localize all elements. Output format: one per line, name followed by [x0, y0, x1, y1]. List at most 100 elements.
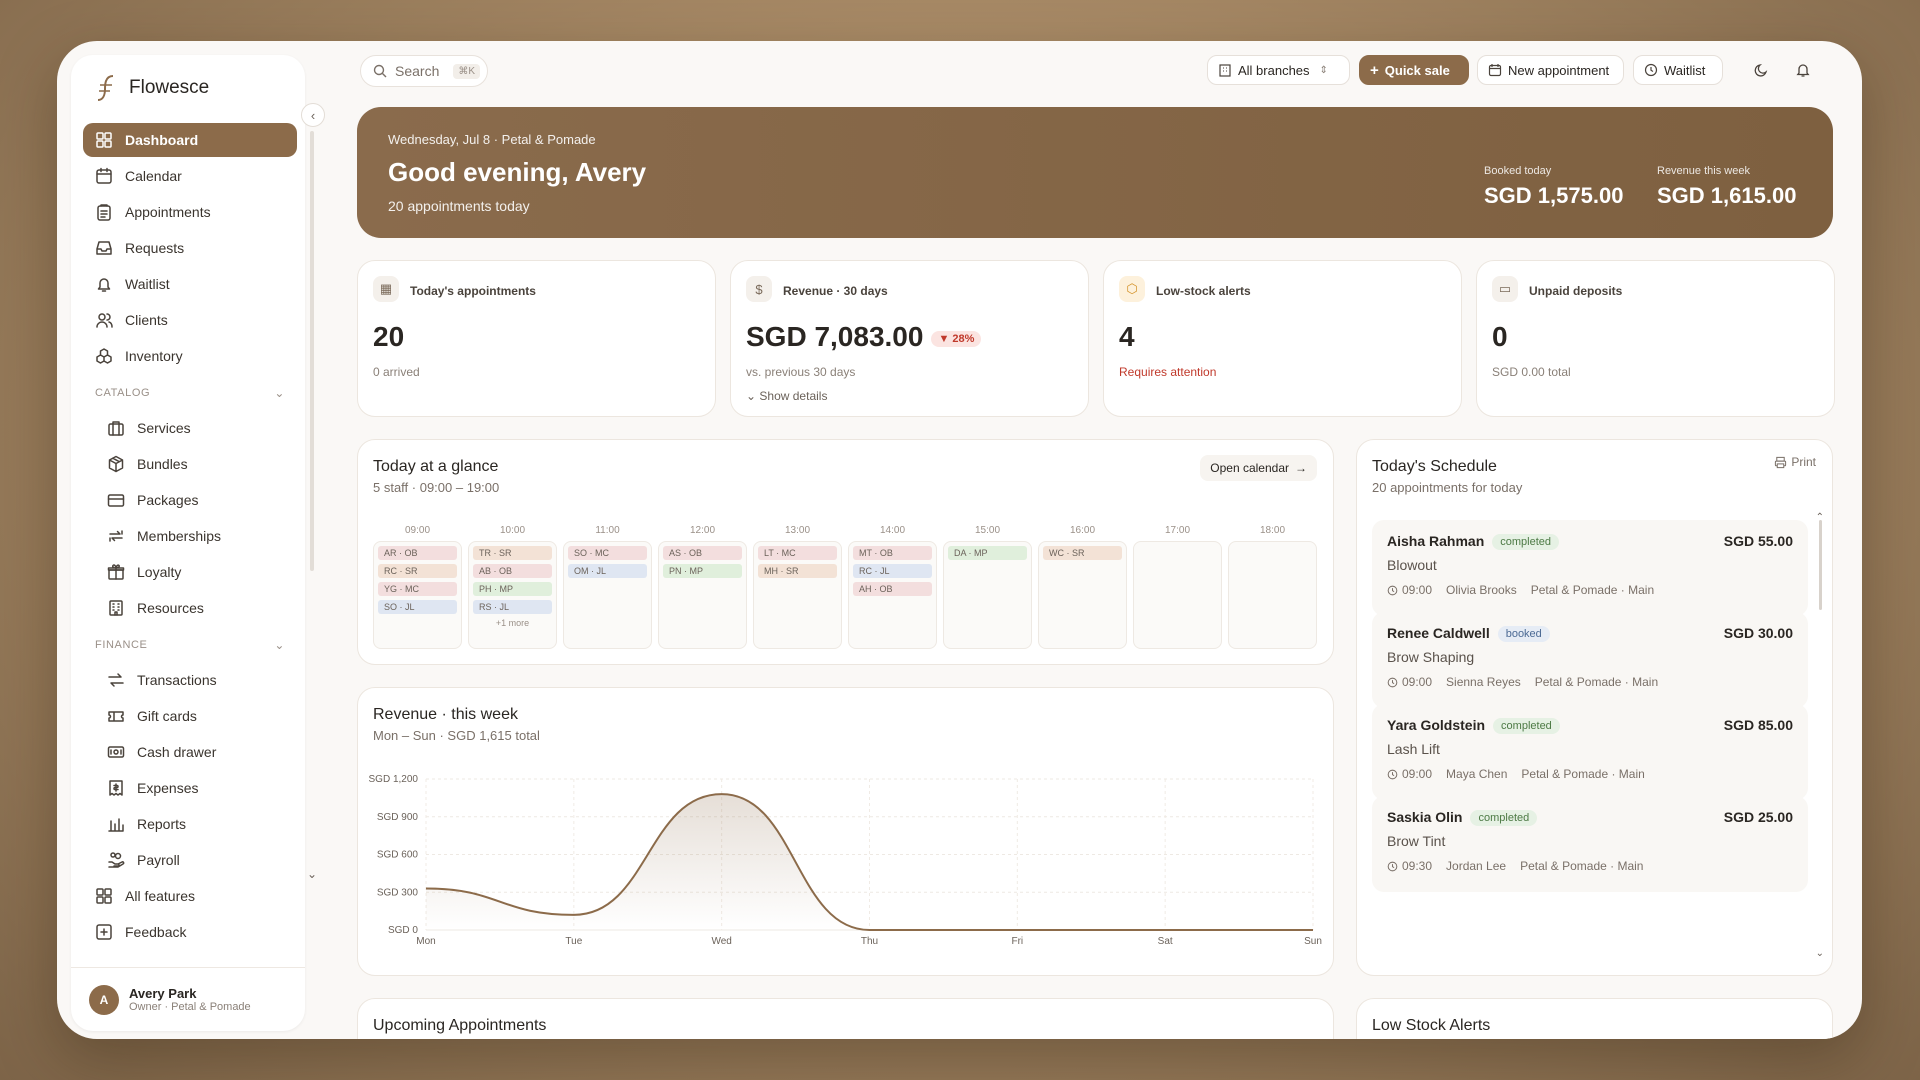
client-name: Renee Caldwell [1387, 625, 1490, 641]
more-link[interactable]: +1 more [495, 618, 530, 628]
sidebar-item-services[interactable]: Services [83, 411, 297, 445]
appointment-chip[interactable]: DA · MP [948, 546, 1027, 560]
kpi-unpaid-deposits[interactable]: ▭ Unpaid deposits 0 SGD 0.00 total [1476, 260, 1835, 417]
schedule-item[interactable]: Renee Caldwell booked SGD 30.00 Brow Shap… [1372, 612, 1808, 708]
hour-cell[interactable] [1133, 541, 1222, 649]
waitlist-button[interactable]: Waitlist [1633, 55, 1723, 85]
hour-cell[interactable]: MT · OB RC · JL AH · OB [848, 541, 937, 649]
appointment-chip[interactable]: TR · SR [473, 546, 552, 560]
sidebar-item-calendar[interactable]: Calendar [83, 159, 297, 193]
sidebar-item-bundles[interactable]: Bundles [83, 447, 297, 481]
branch-select[interactable]: All branches ⇕ [1207, 55, 1350, 85]
hour-cell[interactable]: SO · MC OM · JL [563, 541, 652, 649]
hour-slot[interactable]: 16:00 WC · SR [1038, 525, 1127, 649]
new-appointment-button[interactable]: New appointment [1477, 55, 1624, 85]
appointment-chip[interactable]: MH · SR [758, 564, 837, 578]
hour-slot[interactable]: 11:00 SO · MC OM · JL [563, 525, 652, 649]
appointment-chip[interactable]: PN · MP [663, 564, 742, 578]
chevron-down-icon[interactable]: ⌄ [307, 867, 318, 881]
appointment-chip[interactable]: RC · SR [378, 564, 457, 578]
sidebar-item-loyalty[interactable]: Loyalty [83, 555, 297, 589]
appointment-chip[interactable]: YG · MC [378, 582, 457, 596]
notifications-button[interactable] [1788, 55, 1818, 85]
client-name: Aisha Rahman [1387, 533, 1485, 549]
schedule-item[interactable]: Yara Goldstein completed SGD 85.00 Lash L… [1372, 704, 1808, 800]
card-icon [107, 494, 125, 507]
appointment-chip[interactable]: RS · JL [473, 600, 552, 614]
appointment-time: 09:00 [1402, 767, 1433, 781]
hour-slot[interactable]: 10:00 TR · SR AB · OB PH · MP RS · JL +1 more [468, 525, 557, 649]
hour-slot[interactable]: 18:00 [1228, 525, 1317, 649]
hour-slot[interactable]: 15:00 DA · MP [943, 525, 1032, 649]
hour-slot[interactable]: 12:00 AS · OB PN · MP [658, 525, 747, 649]
appointment-chip[interactable]: AR · OB [378, 546, 457, 560]
search-input[interactable]: Search ⌘K [360, 55, 488, 87]
kpi-revenue-30-days[interactable]: $ Revenue · 30 days SGD 7,083.00 ▼ 28% vs… [730, 260, 1089, 417]
hour-cell[interactable]: TR · SR AB · OB PH · MP RS · JL +1 more [468, 541, 557, 649]
inbox-icon [96, 241, 112, 255]
hour-cell[interactable]: LT · MC MH · SR [753, 541, 842, 649]
low-stock-alerts: Low Stock Alerts [1356, 998, 1833, 1039]
appointment-chip[interactable]: PH · MP [473, 582, 552, 596]
sidebar-item-clients[interactable]: Clients [83, 303, 297, 337]
hour-cell[interactable]: DA · MP [943, 541, 1032, 649]
sidebar-item-resources[interactable]: Resources [83, 591, 297, 625]
user-profile[interactable]: A Avery Park Owner · Petal & Pomade [71, 967, 305, 1031]
sidebar-item-transactions[interactable]: Transactions [83, 663, 297, 697]
sidebar-item-all-features[interactable]: All features [83, 879, 297, 913]
sidebar-item-memberships[interactable]: Memberships [83, 519, 297, 553]
theme-toggle[interactable] [1747, 55, 1777, 85]
section-catalog[interactable]: CATALOG ⌄ [83, 381, 297, 405]
sidebar-item-dashboard[interactable]: Dashboard [83, 123, 297, 157]
sidebar-item-requests[interactable]: Requests [83, 231, 297, 265]
clipboard-icon [97, 204, 111, 221]
branch-label: All branches [1238, 62, 1310, 78]
collapse-sidebar-button[interactable]: ‹ [301, 103, 325, 127]
appointment-chip[interactable]: WC · SR [1043, 546, 1122, 560]
schedule-item[interactable]: Saskia Olin completed SGD 25.00 Brow Tint… [1372, 796, 1808, 892]
hour-cell[interactable]: AR · OB RC · SR YG · MC SO · JL [373, 541, 462, 649]
kpi-low-stock[interactable]: ⬡ Low-stock alerts 4 Requires attention [1103, 260, 1462, 417]
kpi-todays-appointments[interactable]: ▦ Today's appointments 20 0 arrived [357, 260, 716, 417]
sidebar-item-reports[interactable]: Reports [83, 807, 297, 841]
appointment-chip[interactable]: AB · OB [473, 564, 552, 578]
sidebar-item-payroll[interactable]: Payroll [83, 843, 297, 877]
chevron-up-icon[interactable]: ⌃ [1815, 512, 1824, 523]
appointment-chip[interactable]: RC · JL [853, 564, 932, 578]
appointment-chip[interactable]: AH · OB [853, 582, 932, 596]
sidebar-item-inventory[interactable]: Inventory [83, 339, 297, 373]
print-button[interactable]: Print [1774, 455, 1816, 469]
appointment-chip[interactable]: MT · OB [853, 546, 932, 560]
section-finance[interactable]: FINANCE ⌄ [83, 633, 297, 657]
kpi-value: SGD 7,083.00 ▼ 28% [746, 321, 982, 353]
sidebar-item-gift-cards[interactable]: Gift cards [83, 699, 297, 733]
show-details-toggle[interactable]: ⌄ Show details [746, 389, 827, 403]
sidebar-item-cash-drawer[interactable]: Cash drawer [83, 735, 297, 769]
hour-cell[interactable]: WC · SR [1038, 541, 1127, 649]
brand[interactable]: Flowesce [93, 73, 209, 103]
hour-slot[interactable]: 17:00 [1133, 525, 1222, 649]
appointment-chip[interactable]: AS · OB [663, 546, 742, 560]
sidebar-item-waitlist[interactable]: Waitlist [83, 267, 297, 301]
sidebar-item-expenses[interactable]: Expenses [83, 771, 297, 805]
schedule-scrollbar[interactable] [1819, 520, 1822, 610]
chevron-down-icon[interactable]: ⌄ [1815, 948, 1824, 959]
appointment-chip[interactable]: LT · MC [758, 546, 837, 560]
appointment-chip[interactable]: OM · JL [568, 564, 647, 578]
schedule-item[interactable]: Aisha Rahman completed SGD 55.00 Blowout … [1372, 520, 1808, 616]
appointment-chip[interactable]: SO · JL [378, 600, 457, 614]
sidebar-item-feedback[interactable]: Feedback [83, 915, 297, 949]
hour-slot[interactable]: 09:00 AR · OB RC · SR YG · MC SO · JL [373, 525, 462, 649]
time-row: 09:30 [1387, 859, 1432, 873]
sidebar-item-packages[interactable]: Packages [83, 483, 297, 517]
hour-slot[interactable]: 14:00 MT · OB RC · JL AH · OB [848, 525, 937, 649]
open-calendar-button[interactable]: Open calendar → [1200, 455, 1317, 481]
sidebar-scrollbar[interactable] [310, 131, 314, 571]
quick-sale-button[interactable]: + Quick sale [1359, 55, 1469, 85]
hour-cell[interactable]: AS · OB PN · MP [658, 541, 747, 649]
hour-slot[interactable]: 13:00 LT · MC MH · SR [753, 525, 842, 649]
appointment-chip[interactable]: SO · MC [568, 546, 647, 560]
appointment-time: 09:00 [1402, 583, 1433, 597]
hour-cell[interactable] [1228, 541, 1317, 649]
sidebar-item-appointments[interactable]: Appointments [83, 195, 297, 229]
